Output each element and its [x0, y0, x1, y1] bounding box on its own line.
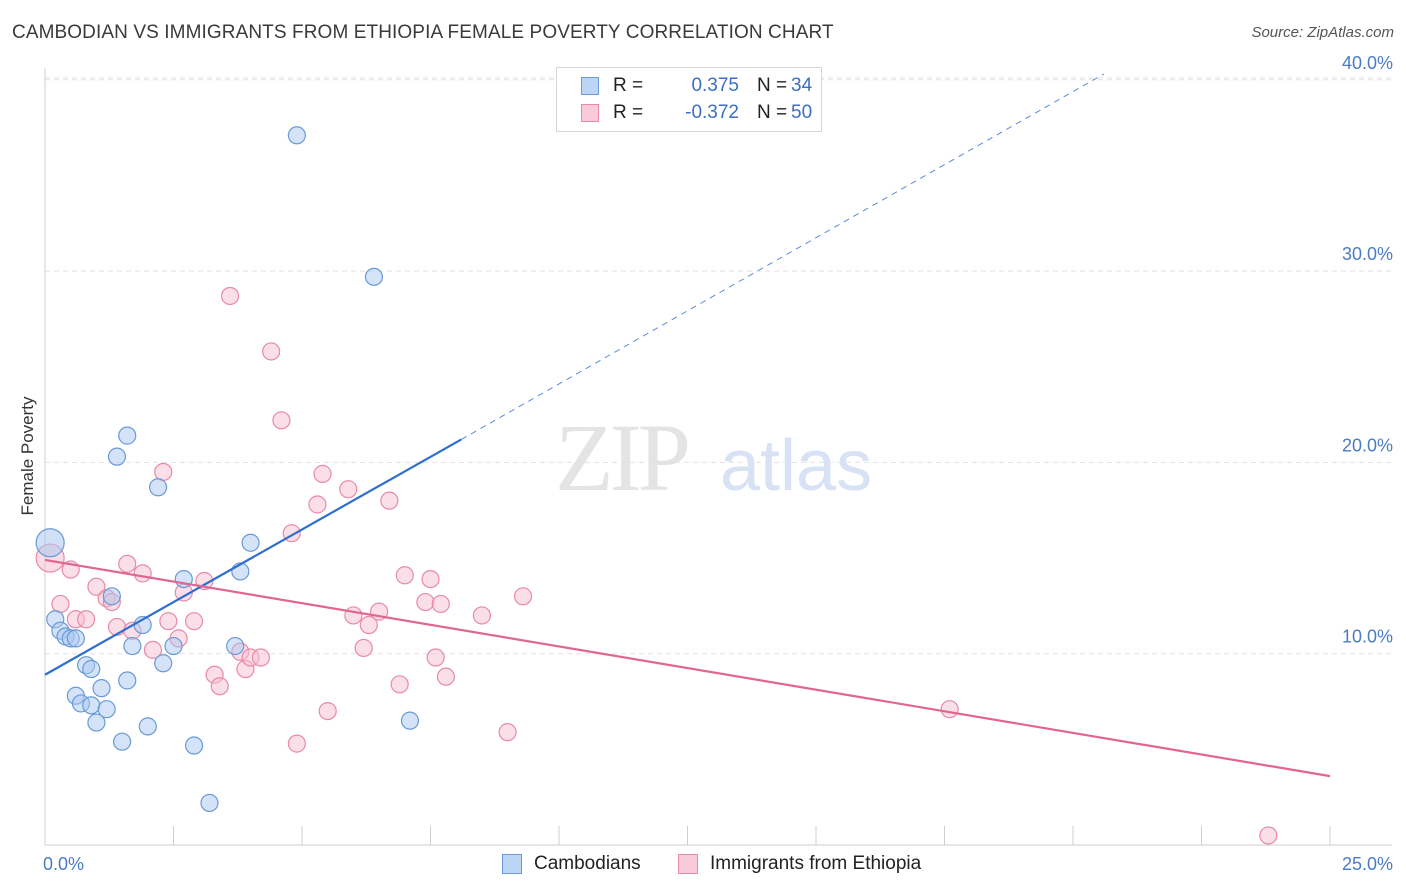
ethiopia-point: [1259, 826, 1278, 845]
ethiopia-point: [272, 411, 291, 430]
legend-r-value: 0.375: [691, 75, 739, 96]
cambodian-point: [112, 732, 132, 751]
ethiopia-point: [354, 638, 373, 658]
ethiopia-point: [154, 462, 173, 482]
cambodian-point: [364, 267, 384, 286]
cambodian-point: [92, 679, 111, 698]
cambodian-point: [226, 636, 245, 656]
ethiopia-point: [359, 615, 378, 635]
bottom-legend-label: Cambodians: [534, 853, 641, 874]
cambodian-point: [102, 587, 121, 606]
legend-n-label: N =: [757, 102, 788, 123]
cambodian-points: [35, 126, 420, 813]
ethiopia-point: [426, 648, 445, 667]
bottom-legend-swatch-ethiopia: [678, 854, 698, 874]
ethiopia-point: [416, 592, 435, 612]
tick-labels: 10.0% 20.0% 30.0% 40.0% 0.0% 25.0%: [43, 53, 1393, 874]
cambodian-point: [184, 736, 204, 755]
cambodian-point: [148, 478, 168, 497]
ethiopia-point: [251, 648, 270, 667]
watermark-zip: ZIP: [555, 404, 688, 511]
trend-lines: [44, 73, 1331, 778]
cambodian-point: [35, 528, 65, 558]
ethiopia-point: [133, 564, 152, 583]
ethiopia-point: [51, 594, 70, 614]
cambodian-point: [200, 793, 219, 813]
legend-swatch-ethiopia: [581, 104, 599, 122]
ethiopia-point: [940, 700, 959, 719]
cambodian-trend-extension: [461, 73, 1105, 440]
watermark: ZIP atlas: [555, 404, 872, 511]
y-axis-label: Female Poverty: [18, 396, 37, 516]
legend-n-value: 34: [791, 75, 813, 96]
cambodian-point: [241, 533, 260, 552]
ethiopia-point: [513, 587, 533, 606]
ethiopia-point: [210, 677, 229, 696]
axes: [44, 68, 1392, 846]
correlation-legend: R = 0.375 N = 34 R = -0.372 N = 50: [556, 67, 822, 132]
chart-title: CAMBODIAN VS IMMIGRANTS FROM ETHIOPIA FE…: [12, 22, 834, 43]
cambodian-point: [66, 629, 85, 648]
legend-r-label: R =: [613, 102, 644, 123]
y-tick-label: 40.0%: [1342, 53, 1393, 73]
ethiopia-point: [498, 723, 517, 742]
ethiopia-point: [390, 675, 409, 694]
ethiopia-point: [77, 610, 96, 629]
ethiopia-point: [184, 612, 204, 631]
legend-r-label: R =: [613, 75, 644, 96]
cambodian-point: [82, 659, 101, 679]
ethiopia-point: [159, 612, 178, 631]
bottom-legend-label: Immigrants from Ethiopia: [710, 853, 922, 874]
x-tick-label: 25.0%: [1342, 854, 1393, 874]
cambodian-point: [138, 717, 157, 736]
legend-swatch-cambodians: [581, 77, 599, 95]
ethiopia-point: [143, 640, 163, 659]
ethiopia-point: [118, 554, 137, 573]
cambodian-point: [118, 671, 137, 690]
cambodian-point: [82, 696, 101, 715]
ethiopia-point: [287, 734, 306, 753]
legend-n-label: N =: [757, 75, 788, 96]
ethiopia-trend-line: [44, 558, 1331, 778]
bottom-legend-swatch-cambodians: [502, 854, 522, 874]
x-tick-label: 0.0%: [43, 854, 84, 874]
cambodian-trend-line: [44, 438, 462, 676]
ethiopia-point: [313, 464, 332, 483]
ethiopia-points: [35, 286, 1278, 845]
cambodian-point: [107, 447, 127, 466]
watermark-atlas: atlas: [720, 426, 872, 506]
source-label: Source: ZipAtlas.com: [1251, 24, 1394, 41]
ethiopia-point: [431, 594, 450, 614]
cambodian-point: [400, 711, 420, 730]
ethiopia-point: [472, 606, 491, 625]
ethiopia-point: [395, 566, 414, 585]
cambodian-point: [154, 654, 173, 673]
ethiopia-point: [339, 480, 358, 499]
ethiopia-point: [344, 606, 363, 625]
cambodian-point: [164, 636, 183, 656]
ethiopia-point: [421, 569, 440, 589]
cambodian-point: [118, 426, 137, 445]
cambodian-point: [123, 636, 142, 656]
ethiopia-point: [318, 701, 337, 721]
legend-r-value: -0.372: [685, 102, 739, 123]
y-tick-label: 30.0%: [1342, 244, 1393, 264]
cambodian-point: [287, 126, 306, 145]
ethiopia-point: [87, 577, 106, 596]
ethiopia-point: [308, 495, 327, 514]
ethiopia-point: [262, 342, 281, 361]
y-tick-label: 20.0%: [1342, 435, 1393, 455]
y-tick-label: 10.0%: [1342, 627, 1393, 647]
cambodian-point: [87, 713, 106, 732]
ethiopia-point: [436, 667, 456, 686]
cambodian-point: [97, 700, 116, 719]
ethiopia-point: [380, 491, 399, 510]
legend-n-value: 50: [791, 102, 813, 123]
ethiopia-point: [220, 286, 240, 306]
